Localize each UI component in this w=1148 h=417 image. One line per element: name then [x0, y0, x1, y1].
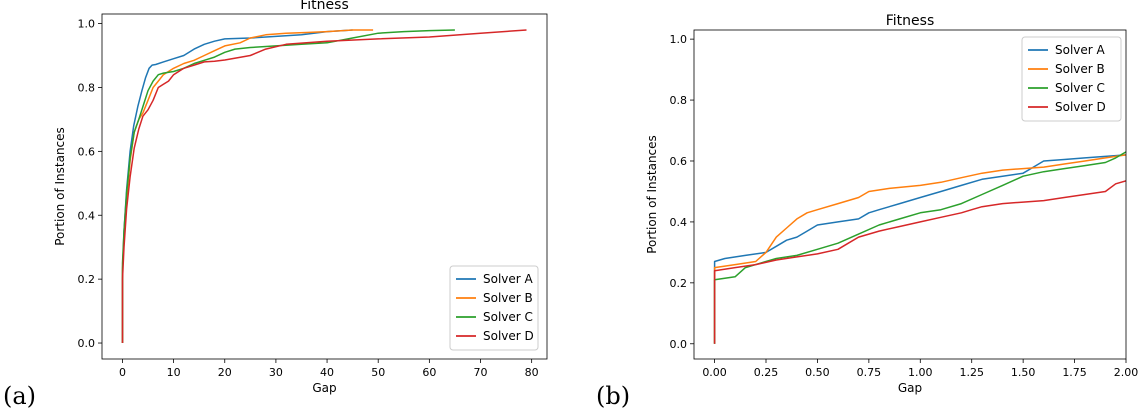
legend: Solver A Solver B Solver C Solver D: [449, 265, 539, 351]
legend-label: Solver B: [1055, 62, 1105, 76]
x-tick-label: 60: [422, 366, 436, 379]
legend-label: Solver A: [483, 272, 534, 286]
chart-panel-b: 0.00 0.25 0.50 0.75 1.00 1.25 1.50 1.75 2.00 0.0 0…: [596, 13, 1138, 410]
panel-label: (a): [3, 382, 36, 410]
chart-title: Fitness: [886, 13, 935, 29]
chart-panel-a: 0 10 20 30 40 50 60 70 80 0.0 0.2 0.4 0.6 0.8 1.0 Fitne…: [3, 0, 548, 410]
x-tick-label: 20: [218, 366, 232, 379]
legend: Solver A Solver B Solver C Solver D: [1021, 36, 1122, 122]
series-line-solver-d: [713, 180, 1126, 344]
chart-title: Fitness: [300, 0, 349, 13]
y-tick-label: 0.0: [78, 337, 96, 350]
y-tick-label: 0.6: [670, 155, 688, 168]
y-tick-label: 0.2: [78, 273, 96, 286]
series-line-solver-c: [713, 151, 1126, 344]
x-tick-label: 0.00: [702, 366, 727, 379]
legend-label: Solver C: [1055, 81, 1105, 95]
x-tick-label: 0.50: [805, 366, 830, 379]
x-tick-label: 1.75: [1062, 366, 1087, 379]
y-tick-label: 0.8: [670, 94, 688, 107]
legend-box: [1021, 36, 1122, 122]
x-tick-label: 70: [474, 366, 488, 379]
legend-box: [449, 265, 539, 351]
y-tick-label: 1.0: [670, 33, 688, 46]
x-tick-label: 50: [371, 366, 385, 379]
x-tick-label: 40: [320, 366, 334, 379]
y-tick-label: 0.0: [670, 338, 688, 351]
plot-frame: [101, 13, 548, 360]
series-line-solver-b: [121, 29, 374, 343]
x-tick-label: 0.25: [754, 366, 779, 379]
legend-label: Solver A: [1055, 43, 1106, 57]
y-tick-label: 0.6: [78, 145, 96, 158]
y-axis-label: Portion of Instances: [645, 135, 659, 254]
series-line-solver-b: [713, 154, 1126, 344]
legend-label: Solver D: [483, 329, 534, 343]
x-tick-label: 80: [525, 366, 539, 379]
x-tick-label: 1.25: [959, 366, 984, 379]
series-line-solver-a: [713, 154, 1126, 344]
plot-frame: [693, 29, 1127, 360]
series-line-solver-d: [121, 29, 527, 343]
x-tick-label: 1.50: [1011, 366, 1036, 379]
x-tick-label: 0: [119, 366, 126, 379]
legend-label: Solver C: [483, 310, 533, 324]
x-tick-label: 0.75: [857, 366, 882, 379]
y-axis-label: Portion of Instances: [53, 127, 67, 246]
legend-label: Solver D: [1055, 100, 1106, 114]
x-tick-label: 30: [269, 366, 283, 379]
y-tick-label: 0.4: [670, 216, 688, 229]
x-axis-label: Gap: [312, 381, 336, 395]
x-tick-label: 1.00: [908, 366, 933, 379]
y-tick-label: 1.0: [78, 18, 96, 31]
y-tick-label: 0.4: [78, 209, 96, 222]
y-tick-label: 0.2: [670, 277, 688, 290]
x-tick-label: 2.00: [1114, 366, 1139, 379]
x-tick-label: 10: [167, 366, 181, 379]
legend-label: Solver B: [483, 291, 533, 305]
panel-label: (b): [596, 382, 630, 410]
x-axis-label: Gap: [898, 381, 922, 395]
y-tick-label: 0.8: [78, 81, 96, 94]
